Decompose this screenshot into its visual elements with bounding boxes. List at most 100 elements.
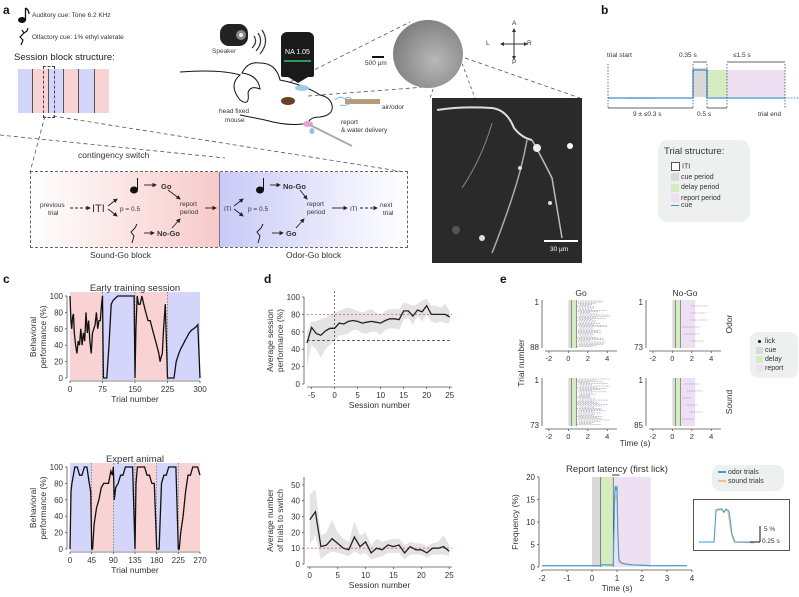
svg-text:20: 20 bbox=[54, 529, 63, 538]
svg-text:5: 5 bbox=[355, 391, 360, 400]
svg-text:75: 75 bbox=[98, 385, 107, 394]
legend-cue: cue bbox=[756, 346, 783, 355]
latency-inset: 5 % 0.25 s bbox=[693, 499, 790, 551]
svg-text:Session number: Session number bbox=[349, 580, 411, 590]
svg-text:180: 180 bbox=[150, 556, 164, 565]
compass-l: L bbox=[486, 40, 490, 47]
svg-text:0: 0 bbox=[670, 432, 674, 441]
svg-text:20: 20 bbox=[422, 391, 431, 400]
svg-text:performance (%): performance (%) bbox=[275, 309, 285, 372]
delay-duration-label: 0.5 s bbox=[697, 111, 711, 118]
svg-text:1: 1 bbox=[535, 376, 540, 385]
svg-text:2: 2 bbox=[690, 432, 694, 441]
svg-text:90: 90 bbox=[109, 556, 118, 565]
svg-text:0: 0 bbox=[308, 571, 313, 580]
svg-text:1: 1 bbox=[535, 298, 540, 307]
svg-text:30: 30 bbox=[291, 513, 300, 522]
svg-text:4: 4 bbox=[709, 432, 713, 441]
svg-text:0: 0 bbox=[59, 374, 64, 383]
svg-text:-2: -2 bbox=[650, 354, 657, 363]
report-duration-label: ≤1.5 s bbox=[733, 52, 751, 59]
svg-text:Time (s): Time (s) bbox=[620, 438, 651, 448]
svg-text:73: 73 bbox=[530, 421, 539, 430]
panel-label-d: d bbox=[264, 272, 271, 286]
svg-text:0: 0 bbox=[296, 380, 301, 389]
svg-text:0: 0 bbox=[566, 354, 570, 363]
sound-go-block-label: Sound-Go block bbox=[90, 250, 151, 260]
trial-structure-legend: Trial structure: ITI cue period delay pe… bbox=[658, 140, 750, 222]
svg-text:20: 20 bbox=[526, 473, 535, 482]
legend-delay: delay bbox=[756, 355, 783, 364]
svg-text:3: 3 bbox=[665, 574, 670, 583]
svg-text:-2: -2 bbox=[546, 432, 553, 441]
svg-text:0: 0 bbox=[332, 391, 337, 400]
svg-text:performance (%): performance (%) bbox=[38, 476, 48, 539]
svg-text:100: 100 bbox=[50, 463, 64, 472]
legend-item-iti: ITI bbox=[671, 162, 721, 173]
raster-legend: lick cue delay report bbox=[750, 332, 798, 378]
legend-odor-trials: odor trials bbox=[718, 468, 764, 477]
compass-a: A bbox=[512, 20, 516, 27]
svg-text:0: 0 bbox=[670, 354, 674, 363]
svg-text:0: 0 bbox=[296, 560, 301, 569]
svg-text:Sound: Sound bbox=[724, 389, 734, 414]
svg-text:Early training session: Early training session bbox=[90, 283, 180, 294]
svg-text:0: 0 bbox=[566, 432, 570, 441]
svg-text:-2: -2 bbox=[650, 432, 657, 441]
svg-text:20: 20 bbox=[54, 358, 63, 367]
trial-end-label: trial end bbox=[758, 111, 781, 118]
svg-text:80: 80 bbox=[54, 479, 63, 488]
svg-text:100: 100 bbox=[287, 293, 301, 302]
svg-text:88: 88 bbox=[530, 343, 539, 352]
svg-text:40: 40 bbox=[54, 512, 63, 521]
trial-start-label: trial start bbox=[607, 52, 632, 59]
legend-title: Trial structure: bbox=[664, 146, 724, 157]
svg-text:73: 73 bbox=[634, 343, 643, 352]
contingency-arrows bbox=[0, 0, 420, 260]
svg-text:20: 20 bbox=[417, 571, 426, 580]
svg-text:80: 80 bbox=[54, 308, 63, 317]
svg-text:4: 4 bbox=[605, 354, 609, 363]
svg-text:1: 1 bbox=[639, 376, 644, 385]
scale-label-30: 30 µm bbox=[550, 246, 568, 253]
svg-text:0: 0 bbox=[68, 385, 73, 394]
svg-text:40: 40 bbox=[291, 345, 300, 354]
svg-text:60: 60 bbox=[291, 328, 300, 337]
chart-expert-animal: 0 20 40 60 80 100 0 45 90 135 180 225 270 Trial numbe… bbox=[0, 445, 270, 595]
svg-text:1: 1 bbox=[615, 574, 620, 583]
inset-scale-x: 0.25 s bbox=[762, 538, 780, 545]
svg-text:40: 40 bbox=[291, 497, 300, 506]
two-photon-image: 30 µm bbox=[432, 98, 582, 263]
svg-text:Average number: Average number bbox=[265, 489, 275, 552]
svg-text:10: 10 bbox=[376, 391, 385, 400]
svg-text:0: 0 bbox=[531, 563, 536, 572]
svg-text:10: 10 bbox=[361, 571, 370, 580]
svg-text:0: 0 bbox=[590, 574, 595, 583]
svg-text:80: 80 bbox=[291, 310, 300, 319]
legend-lick: lick bbox=[756, 337, 783, 346]
svg-text:20: 20 bbox=[291, 363, 300, 372]
svg-text:2: 2 bbox=[640, 574, 645, 583]
svg-text:300: 300 bbox=[193, 385, 207, 394]
svg-text:-2: -2 bbox=[538, 574, 546, 583]
svg-text:40: 40 bbox=[54, 341, 63, 350]
odor-go-block-label: Odor-Go block bbox=[286, 250, 341, 260]
trial-structure-diagram bbox=[600, 50, 799, 120]
inset-scale-y: 5 % bbox=[764, 526, 775, 533]
svg-text:No-Go: No-Go bbox=[672, 288, 697, 298]
svg-text:Trial number: Trial number bbox=[111, 394, 159, 404]
svg-text:10: 10 bbox=[526, 518, 535, 527]
latency-legend: odor trials sound trials bbox=[712, 465, 784, 491]
svg-text:10: 10 bbox=[291, 544, 300, 553]
svg-text:15: 15 bbox=[399, 391, 408, 400]
svg-text:270: 270 bbox=[193, 556, 207, 565]
compass-p: P bbox=[512, 59, 516, 66]
chart-trials-to-switch: 0 10 20 30 40 50 0 5 10 15 20 25 Session number Avera… bbox=[262, 465, 502, 597]
svg-text:Trial number: Trial number bbox=[111, 565, 159, 575]
svg-text:15: 15 bbox=[389, 571, 398, 580]
svg-text:Behavioral: Behavioral bbox=[28, 317, 38, 357]
svg-text:60: 60 bbox=[54, 325, 63, 334]
svg-text:Trial number: Trial number bbox=[516, 339, 526, 387]
legend-item-delay-period: delay period bbox=[671, 183, 721, 194]
chart-early-training: 0204060801000 75 150 225 300Trial numberEarl… bbox=[0, 278, 270, 408]
